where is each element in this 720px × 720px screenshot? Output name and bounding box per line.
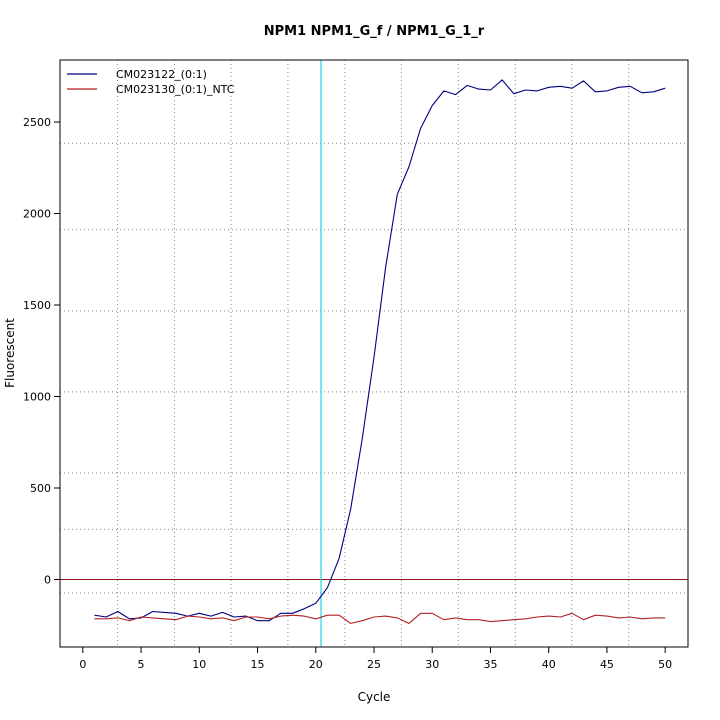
y-tick-label: 0 — [44, 573, 51, 586]
x-tick-label: 15 — [251, 658, 265, 671]
y-axis-label: Fluorescent — [3, 318, 17, 388]
y-tick-label: 2500 — [23, 116, 51, 129]
reference-lines — [60, 60, 688, 647]
x-tick-label: 30 — [425, 658, 439, 671]
x-axis-label: Cycle — [358, 690, 391, 704]
y-tick-label: 500 — [30, 482, 51, 495]
x-tick-label: 45 — [600, 658, 614, 671]
x-axis: 0 5 10 15 20 25 30 35 40 45 50 — [79, 647, 672, 671]
y-tick-label: 1500 — [23, 299, 51, 312]
x-tick-label: 20 — [309, 658, 323, 671]
y-tick-label: 1000 — [23, 391, 51, 404]
series-lines — [94, 79, 666, 624]
chart-title: NPM1 NPM1_G_f / NPM1_G_1_r — [264, 24, 485, 39]
x-tick-label: 10 — [192, 658, 206, 671]
x-tick-label: 5 — [138, 658, 145, 671]
legend-label-1: CM023122_(0:1) — [116, 68, 207, 81]
legend: CM023122_(0:1) CM023130_(0:1)_NTC — [67, 68, 235, 96]
x-tick-label: 0 — [79, 658, 86, 671]
x-tick-label: 35 — [483, 658, 497, 671]
x-tick-label: 50 — [658, 658, 672, 671]
y-axis: 0 500 1000 1500 2000 2500 — [23, 116, 60, 586]
x-tick-label: 40 — [542, 658, 556, 671]
legend-label-2: CM023130_(0:1)_NTC — [116, 83, 235, 96]
series-line-1 — [94, 79, 666, 622]
series-line-2 — [94, 612, 666, 624]
y-tick-label: 2000 — [23, 208, 51, 221]
x-tick-label: 25 — [367, 658, 381, 671]
grid-lines — [60, 60, 688, 647]
